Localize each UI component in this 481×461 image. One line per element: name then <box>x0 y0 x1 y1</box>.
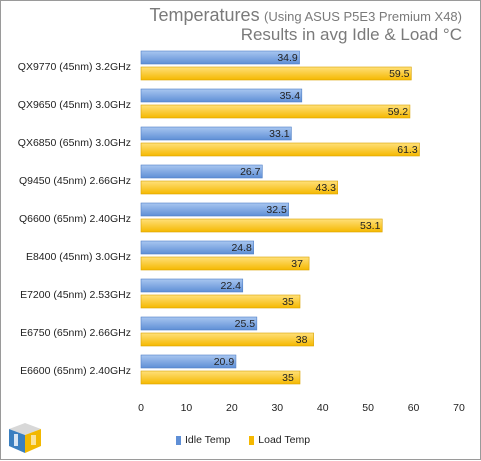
tick-layer: 0 10 20 30 40 50 60 70 <box>138 402 465 414</box>
legend-label-load: Load Temp <box>258 434 311 446</box>
bar <box>140 88 303 103</box>
title-note: (Using ASUS P5E3 Premium X48) <box>264 9 462 24</box>
category-label: Q9450 (45nm) 2.66GHz <box>19 175 131 187</box>
bar <box>140 332 314 347</box>
bar <box>140 180 339 195</box>
bar <box>140 126 292 141</box>
data-label: 25.5 <box>235 318 256 330</box>
legend-item-idle: Idle Temp <box>176 434 230 446</box>
bar <box>140 164 263 179</box>
x-tick-label: 40 <box>317 402 329 414</box>
x-tick-label: 20 <box>226 402 238 414</box>
category-label: QX6850 (65nm) 3.0GHz <box>18 137 131 149</box>
category-label: E8400 (45nm) 3.0GHz <box>26 251 131 263</box>
data-label: 32.5 <box>266 204 287 216</box>
bar <box>140 256 310 271</box>
bar <box>140 316 258 331</box>
data-label: 59.5 <box>389 68 410 80</box>
data-label: 24.8 <box>231 242 252 254</box>
x-tick-label: 0 <box>138 402 144 414</box>
data-label: 35.4 <box>280 90 301 102</box>
category-label: Q6600 (65nm) 2.40GHz <box>19 213 131 225</box>
bar <box>140 278 244 293</box>
chart-subtitle: Results in avg Idle & Load °C <box>240 25 462 44</box>
legend-label-idle: Idle Temp <box>185 434 231 446</box>
site-logo <box>9 423 41 453</box>
data-label: 22.4 <box>221 280 242 292</box>
category-label: QX9770 (45nm) 3.2GHz <box>18 61 131 73</box>
data-label: 59.2 <box>388 106 409 118</box>
bar <box>140 66 412 81</box>
data-label: 43.3 <box>315 182 336 194</box>
category-label: E6750 (65nm) 2.66GHz <box>20 327 131 339</box>
legend-swatch-load <box>249 435 255 445</box>
data-label: 61.3 <box>397 144 418 156</box>
bar <box>140 142 420 157</box>
x-tick-label: 70 <box>453 402 465 414</box>
bar <box>140 202 289 217</box>
bar <box>140 104 411 119</box>
chart-title: Temperatures (Using ASUS P5E3 Premium X4… <box>150 5 462 26</box>
data-label: 35 <box>282 372 294 384</box>
legend: Idle Temp Load Temp <box>176 434 326 448</box>
category-label: E7200 (45nm) 2.53GHz <box>20 289 131 301</box>
data-label: 26.7 <box>240 166 261 178</box>
x-tick-label: 50 <box>362 402 374 414</box>
x-tick-label: 30 <box>271 402 283 414</box>
bar <box>140 218 383 233</box>
data-label: 34.9 <box>277 52 298 64</box>
category-label: QX9650 (45nm) 3.0GHz <box>18 99 131 111</box>
data-label: 53.1 <box>360 220 381 232</box>
data-label: 33.1 <box>269 128 290 140</box>
x-tick-label: 10 <box>181 402 193 414</box>
data-label: 38 <box>296 334 308 346</box>
bar <box>140 240 254 255</box>
bars-layer: QX9770 (45nm) 3.2GHz 34.9 59.5 QX9650 (45nm… <box>18 50 420 385</box>
legend-swatch-idle <box>176 435 181 445</box>
legend-item-load: Load Temp <box>249 434 310 446</box>
data-label: 35 <box>282 296 294 308</box>
bar <box>140 354 237 369</box>
data-label: 20.9 <box>214 356 235 368</box>
x-tick-label: 60 <box>408 402 420 414</box>
bar <box>140 294 301 309</box>
bar <box>140 370 301 385</box>
title-main: Temperatures <box>149 5 260 25</box>
bar <box>140 50 300 65</box>
category-label: E6600 (65nm) 2.40GHz <box>20 365 131 377</box>
data-label: 37 <box>291 258 303 270</box>
